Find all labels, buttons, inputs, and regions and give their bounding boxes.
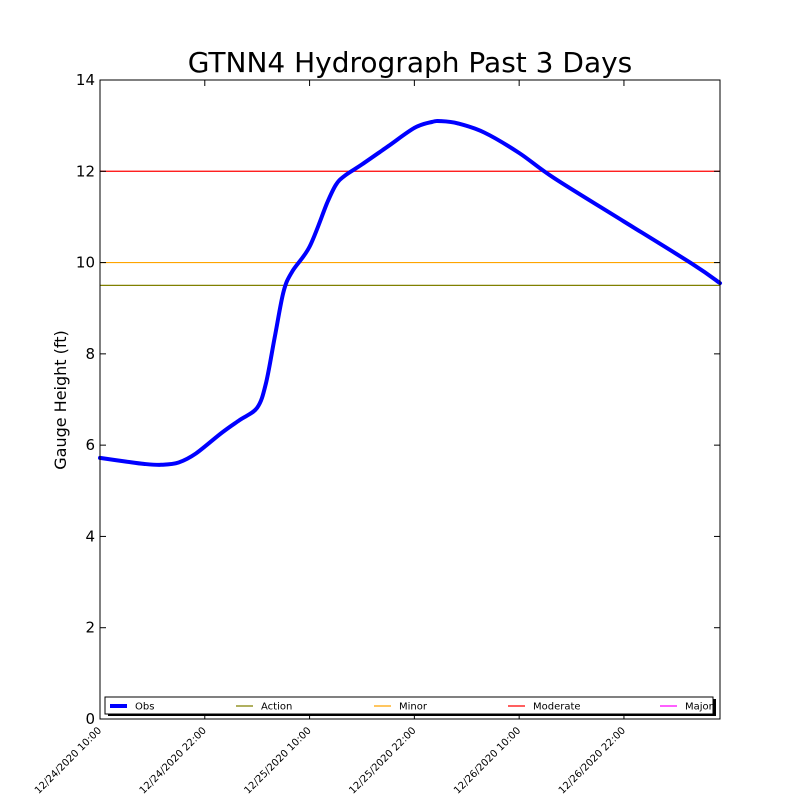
legend-label-action: Action <box>261 702 292 713</box>
series-layer <box>98 119 722 467</box>
x-tick-label: 12/25/2020 10:00 <box>243 725 314 796</box>
legend-label-major: Major <box>685 702 714 713</box>
y-tick-label: 12 <box>76 162 95 180</box>
y-tick-label: 6 <box>85 436 95 454</box>
y-tick-label: 2 <box>85 619 95 637</box>
y-tick-label: 14 <box>76 71 95 89</box>
threshold-lines <box>100 170 720 286</box>
legend-box <box>104 696 714 715</box>
x-tick-label: 12/26/2020 22:00 <box>557 725 628 796</box>
x-tick-label: 12/25/2020 22:00 <box>347 725 418 796</box>
y-tick-label: 0 <box>85 710 95 728</box>
y-tick-label: 8 <box>85 345 95 363</box>
y-axis-ticks: 0 2 4 6 8 10 12 14 <box>76 71 720 728</box>
y-tick-label: 10 <box>76 254 95 272</box>
x-tick-label: 12/26/2020 10:00 <box>452 725 523 796</box>
y-tick-label: 4 <box>85 527 95 545</box>
legend: Obs Action Minor Moderate Major <box>104 696 716 716</box>
x-tick-label: 12/24/2020 10:00 <box>33 725 104 796</box>
legend-label-obs: Obs <box>135 702 154 713</box>
chart-title: GTNN4 Hydrograph Past 3 Days <box>188 46 633 79</box>
x-axis-ticks: 12/24/2020 10:00 12/24/2020 22:00 12/25/20… <box>33 80 628 797</box>
x-tick-label: 12/24/2020 22:00 <box>138 725 209 796</box>
y-axis-label: Gauge Height (ft) <box>51 330 70 470</box>
plot-frame <box>99 79 721 720</box>
legend-label-moderate: Moderate <box>533 702 581 713</box>
series-line-obs <box>98 119 722 467</box>
legend-label-minor: Minor <box>399 702 428 713</box>
